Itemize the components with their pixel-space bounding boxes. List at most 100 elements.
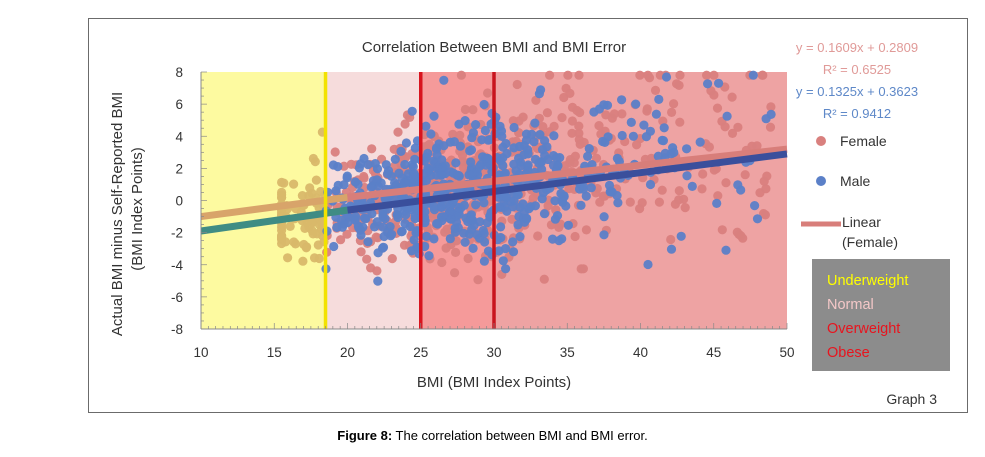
male-point bbox=[354, 163, 364, 173]
male-point bbox=[429, 234, 439, 244]
male-point bbox=[498, 256, 508, 266]
legend-label-linear: Linear bbox=[842, 214, 881, 230]
female-point bbox=[545, 70, 555, 80]
female-point bbox=[437, 257, 447, 268]
male-point bbox=[501, 139, 511, 149]
female-point bbox=[451, 247, 461, 257]
female-point bbox=[549, 121, 559, 131]
male-point bbox=[466, 157, 476, 167]
male-point bbox=[583, 151, 593, 161]
male-point bbox=[283, 253, 293, 263]
male-point bbox=[515, 232, 525, 242]
male-point bbox=[411, 228, 421, 238]
male-point bbox=[722, 111, 732, 121]
x-tick-label: 30 bbox=[486, 345, 501, 360]
male-point bbox=[383, 166, 394, 176]
female-point bbox=[346, 159, 356, 169]
male-point bbox=[581, 191, 591, 201]
male-point bbox=[459, 228, 469, 238]
graph-label: Graph 3 bbox=[886, 391, 937, 407]
female-point bbox=[675, 117, 685, 127]
male-point bbox=[410, 143, 420, 153]
male-point bbox=[390, 154, 400, 164]
y-tick-label: -2 bbox=[171, 226, 183, 241]
male-point bbox=[508, 202, 518, 212]
male-point bbox=[653, 151, 663, 161]
female-point bbox=[706, 86, 716, 96]
male-point bbox=[479, 198, 489, 208]
male-point bbox=[501, 264, 511, 274]
female-point bbox=[362, 254, 372, 264]
female-point bbox=[301, 243, 311, 253]
male-point bbox=[682, 171, 692, 181]
male-point bbox=[603, 132, 613, 142]
female-point bbox=[598, 191, 608, 201]
male-point bbox=[439, 141, 449, 151]
male-point bbox=[450, 223, 460, 233]
male-point bbox=[537, 145, 548, 155]
female-point bbox=[473, 275, 483, 285]
male-point bbox=[658, 136, 669, 146]
male-point bbox=[553, 160, 563, 170]
female-point bbox=[533, 231, 543, 241]
x-tick-label: 25 bbox=[413, 345, 428, 360]
male-point bbox=[599, 100, 609, 110]
y-tick-label: -4 bbox=[171, 258, 183, 273]
male-point bbox=[523, 162, 533, 172]
male-point bbox=[479, 99, 489, 110]
female-point bbox=[508, 116, 518, 126]
female-point bbox=[543, 201, 553, 211]
male-point bbox=[432, 150, 442, 160]
male-point bbox=[666, 244, 677, 254]
legend-label-female: Female bbox=[840, 133, 887, 149]
female-point bbox=[594, 121, 604, 131]
female-point bbox=[650, 85, 661, 95]
male-point bbox=[277, 233, 287, 243]
male-point bbox=[314, 253, 324, 264]
male-point bbox=[682, 144, 692, 154]
chart-title: Correlation Between BMI and BMI Error bbox=[362, 39, 626, 56]
female-point bbox=[591, 153, 602, 163]
male-point bbox=[333, 180, 343, 190]
female-point bbox=[512, 79, 522, 90]
female-point bbox=[289, 179, 299, 189]
male-point bbox=[387, 229, 397, 239]
female-point bbox=[674, 186, 684, 196]
male-point bbox=[437, 202, 447, 212]
male-point bbox=[555, 153, 565, 163]
female-point bbox=[440, 227, 450, 237]
female-point bbox=[637, 198, 647, 208]
male-point bbox=[400, 218, 410, 229]
male-point bbox=[351, 211, 361, 222]
female-point bbox=[460, 104, 470, 115]
female-point bbox=[463, 253, 473, 264]
male-point bbox=[530, 118, 540, 128]
male-point bbox=[406, 246, 417, 256]
y-tick-label: 6 bbox=[175, 97, 183, 112]
male-point bbox=[519, 150, 529, 160]
male-point bbox=[480, 237, 490, 247]
female-point bbox=[709, 165, 719, 175]
female-point bbox=[617, 109, 627, 119]
female-point bbox=[575, 139, 585, 149]
male-point bbox=[500, 168, 510, 178]
male-point bbox=[397, 226, 407, 236]
caption-text: The correlation between BMI and BMI erro… bbox=[392, 428, 648, 443]
male-point bbox=[508, 247, 519, 257]
y-tick-label: -6 bbox=[171, 290, 183, 305]
male-point bbox=[421, 231, 432, 241]
male-point bbox=[313, 240, 323, 250]
x-tick-label: 40 bbox=[633, 345, 648, 360]
male-point bbox=[479, 256, 489, 266]
female-point bbox=[572, 105, 582, 116]
female-point bbox=[400, 119, 410, 129]
female-point bbox=[423, 140, 433, 150]
female-point bbox=[367, 144, 377, 154]
category-legend-obese: Obese bbox=[827, 345, 870, 361]
male-point bbox=[423, 148, 433, 158]
male-point bbox=[548, 234, 558, 244]
male-point bbox=[502, 149, 512, 159]
figure-frame: 10 15 20 25 30 35 40 45 50 8 6 4 2 0 -2 -4 -6 -8 Correlati… bbox=[88, 18, 968, 413]
male-point bbox=[483, 158, 493, 168]
female-point bbox=[574, 70, 584, 80]
